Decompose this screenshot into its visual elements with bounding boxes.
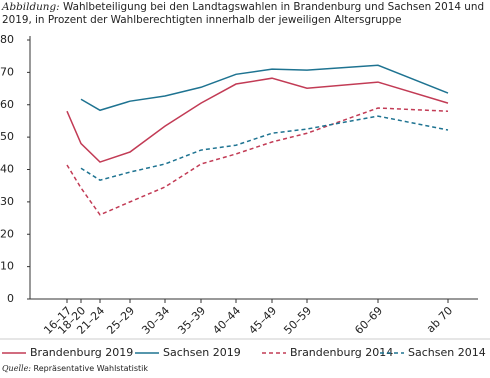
chart-title: Wahlbeteiligung bei den Landtagswahlen i… xyxy=(2,1,485,26)
series-line xyxy=(66,77,449,163)
legend-label: Brandenburg 2019 xyxy=(30,346,133,359)
x-tick-label: ab 70 xyxy=(424,304,455,335)
x-tick-label: 50–59 xyxy=(281,304,314,337)
header: Abbildung: Wahlbeteiligung bei den Landt… xyxy=(2,1,488,27)
series-line xyxy=(80,115,449,181)
series-line xyxy=(66,107,449,216)
x-tick-label: 40–44 xyxy=(210,304,243,337)
x-tick-label: 25–29 xyxy=(104,304,137,337)
x-tick-label: 30–34 xyxy=(139,304,172,337)
x-tick-label: 35–39 xyxy=(175,304,208,337)
legend-label: Sachsen 2019 xyxy=(163,346,241,359)
y-tick-label: 70 xyxy=(0,65,14,78)
series-line xyxy=(80,64,449,112)
x-tick-label: 45–49 xyxy=(246,304,279,337)
y-tick-label: 10 xyxy=(0,260,14,273)
y-tick-label: 80 xyxy=(0,33,14,46)
y-tick-label: 0 xyxy=(7,292,14,305)
source-prefix: Quelle: xyxy=(2,364,31,373)
x-tick-label: 60–69 xyxy=(352,304,385,337)
legend-label: Sachsen 2014 xyxy=(408,346,486,359)
y-tick-label: 60 xyxy=(0,98,14,111)
source-text: Repräsentative Wahlstatistik xyxy=(33,364,149,373)
title-prefix: Abbildung: xyxy=(2,1,60,13)
legend-label: Brandenburg 2014 xyxy=(290,346,393,359)
source: Quelle: Repräsentative Wahlstatistik xyxy=(2,364,148,373)
y-tick-label: 50 xyxy=(0,130,14,143)
y-tick-label: 30 xyxy=(0,195,14,208)
y-tick-label: 20 xyxy=(0,227,14,240)
y-tick-label: 40 xyxy=(0,163,14,176)
